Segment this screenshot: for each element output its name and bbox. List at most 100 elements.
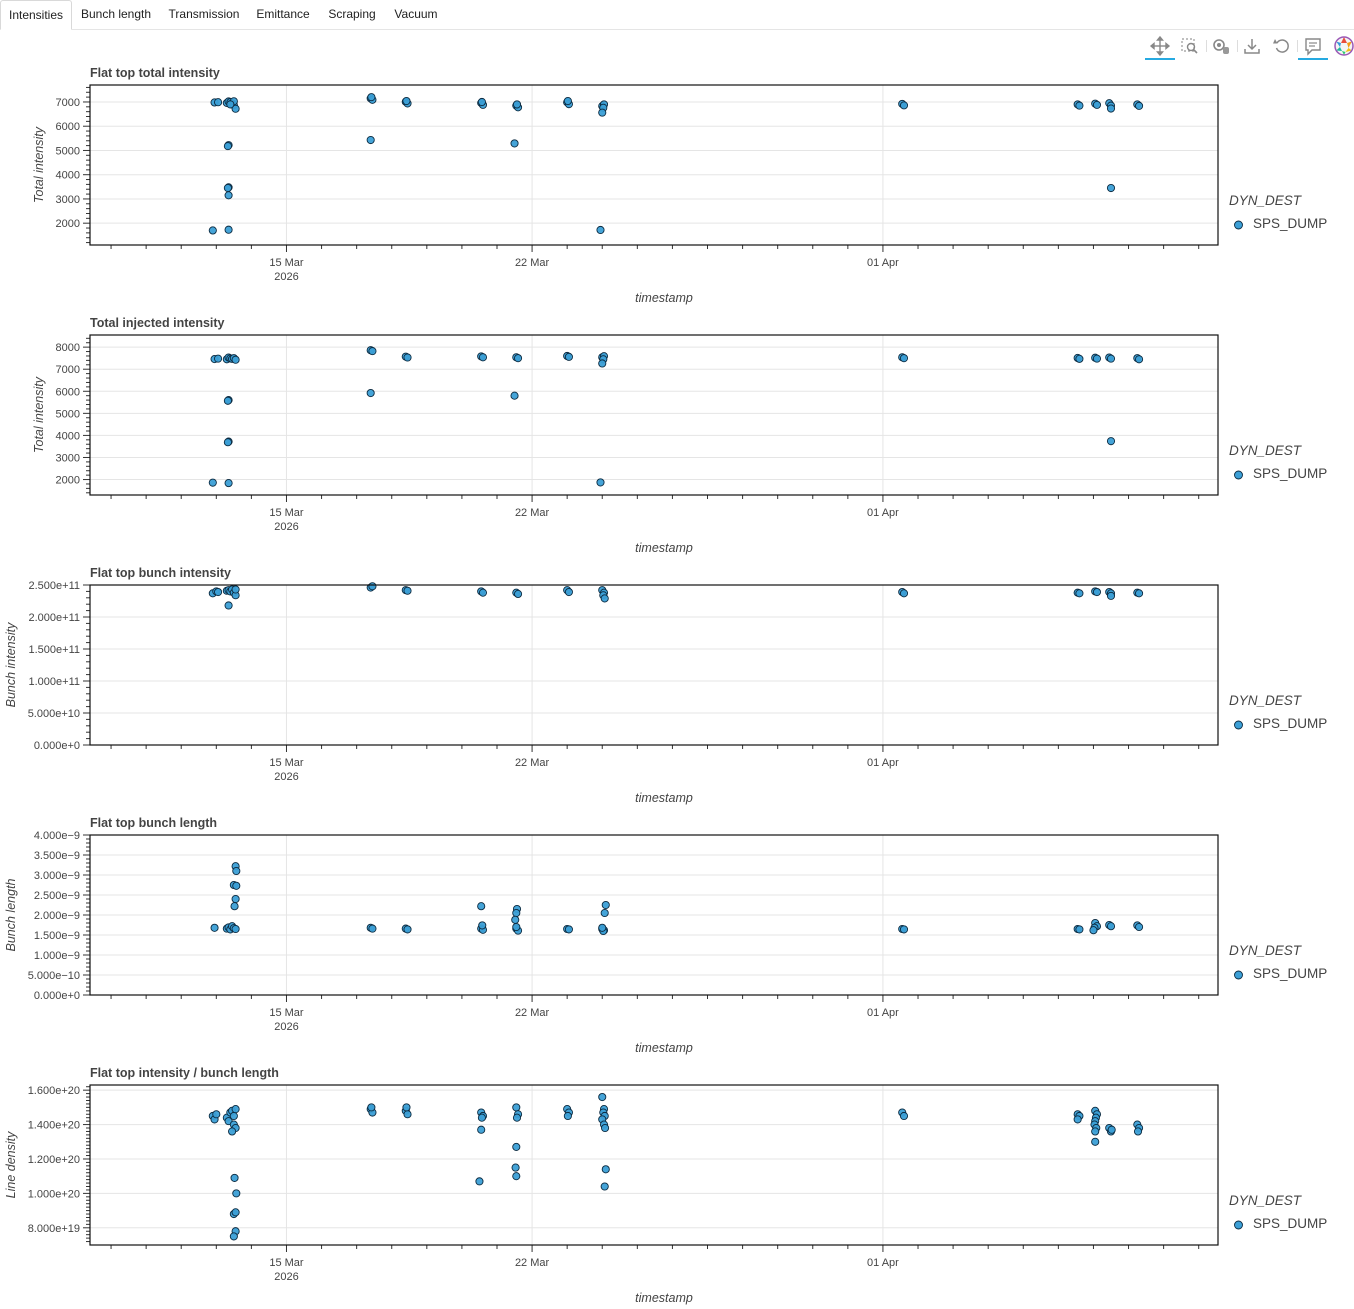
data-point xyxy=(1106,354,1116,363)
data-point xyxy=(368,347,377,356)
tab-scraping[interactable]: Scraping xyxy=(328,7,376,21)
data-point xyxy=(512,1142,521,1151)
data-point xyxy=(512,1172,521,1181)
tab-intensities[interactable]: Intensities xyxy=(0,0,72,30)
pan-tool-button[interactable] xyxy=(1145,34,1175,60)
chart-panel-3: Flat top bunch intensity 0.000e+0 5.000e+1… xyxy=(4,566,1327,805)
toolbar-separator xyxy=(1237,40,1238,52)
data-point xyxy=(231,894,240,904)
y-tick-label: 1.500e+11 xyxy=(29,644,81,656)
data-point xyxy=(899,589,909,598)
tab-emittance[interactable]: Emittance xyxy=(256,7,310,21)
data-point xyxy=(477,97,486,107)
data-point xyxy=(223,142,232,151)
data-point xyxy=(231,924,240,934)
data-point xyxy=(1135,589,1144,598)
legend-title: DYN_DEST xyxy=(1229,443,1303,458)
plot-frame xyxy=(89,84,1219,246)
y-tick-label: 1.000e+20 xyxy=(28,1188,80,1200)
data-point xyxy=(563,96,572,106)
chart-panel-1: Flat top total intensity 2000 3000 4000 5000… xyxy=(32,66,1327,305)
legend-title: DYN_DEST xyxy=(1229,193,1303,208)
data-point xyxy=(1092,587,1102,597)
toolbar-separator xyxy=(1297,40,1298,52)
data-point xyxy=(223,183,232,193)
data-point xyxy=(512,922,521,932)
save-tool-button[interactable] xyxy=(1239,34,1265,58)
data-point xyxy=(1089,926,1098,935)
y-tick-label: 2000 xyxy=(56,218,80,230)
reset-icon xyxy=(1273,39,1289,53)
x-tick-label: 01 Apr xyxy=(867,507,899,519)
legend-title: DYN_DEST xyxy=(1229,693,1303,708)
legend-label: SPS_DUMP xyxy=(1253,216,1327,231)
legend-label: SPS_DUMP xyxy=(1253,1216,1327,1231)
data-point xyxy=(563,1111,572,1121)
reset-tool-button[interactable] xyxy=(1269,34,1295,58)
plot-frame xyxy=(89,334,1219,496)
data-point xyxy=(478,588,488,597)
data-point xyxy=(228,1127,237,1136)
data-point xyxy=(564,587,573,597)
data-point xyxy=(564,352,573,361)
data-point xyxy=(598,923,607,932)
data-point xyxy=(367,93,376,102)
y-tick-label: 2.500e+11 xyxy=(29,580,81,592)
data-point xyxy=(1135,101,1144,110)
tab-transmission[interactable]: Transmission xyxy=(168,7,240,21)
data-point xyxy=(224,479,233,488)
data-point xyxy=(232,1189,241,1198)
box-zoom-tool-button[interactable] xyxy=(1177,34,1203,58)
data-point xyxy=(1092,100,1102,109)
y-tick-label: 5.000e+10 xyxy=(28,708,80,720)
data-point xyxy=(899,101,909,110)
x-tick-sublabel: 2026 xyxy=(274,771,298,783)
data-point xyxy=(601,1165,610,1174)
wheel-zoom-tool-button[interactable] xyxy=(1208,34,1234,58)
pan-icon xyxy=(1149,35,1171,57)
data-point xyxy=(510,391,519,400)
y-tick-label: 1.600e+20 xyxy=(28,1085,80,1097)
legend-marker xyxy=(1234,720,1243,730)
legend-title: DYN_DEST xyxy=(1229,1193,1303,1208)
data-point xyxy=(899,1111,909,1121)
x-tick-sublabel: 2026 xyxy=(274,271,298,283)
data-point xyxy=(210,923,219,932)
x-tick-label: 15 Mar xyxy=(269,1257,304,1269)
y-tick-label: 6000 xyxy=(56,386,80,398)
bokeh-logo-icon xyxy=(1334,36,1354,56)
data-point xyxy=(226,100,235,109)
data-point xyxy=(513,589,523,599)
data-point xyxy=(596,478,605,487)
legend-marker xyxy=(1234,970,1243,980)
y-tick-label: 3000 xyxy=(56,194,80,206)
tab-bunch-length[interactable]: Bunch length xyxy=(80,7,152,21)
data-point xyxy=(230,902,239,911)
bokeh-logo-link[interactable] xyxy=(1331,34,1354,58)
legend-marker xyxy=(1234,470,1243,480)
tab-vacuum[interactable]: Vacuum xyxy=(394,7,438,21)
data-point xyxy=(1091,1137,1100,1146)
chart-title: Flat top bunch intensity xyxy=(90,566,231,580)
data-point xyxy=(231,1105,240,1114)
hover-tool-button[interactable] xyxy=(1298,34,1328,60)
data-point xyxy=(600,1182,609,1191)
data-point xyxy=(1106,922,1116,931)
wheel-zoom-icon xyxy=(1213,39,1229,54)
y-tick-label: 2000 xyxy=(56,475,80,487)
x-tick-label: 22 Mar xyxy=(515,1257,550,1269)
data-point xyxy=(511,915,520,924)
chart-title: Flat top intensity / bunch length xyxy=(90,1066,279,1080)
chart-title: Total injected intensity xyxy=(90,316,225,330)
x-tick-label: 01 Apr xyxy=(867,257,899,269)
data-point xyxy=(1073,1115,1082,1124)
data-point xyxy=(368,924,377,933)
x-tick-label: 15 Mar xyxy=(269,257,304,269)
data-point xyxy=(366,388,375,398)
data-point xyxy=(596,225,605,235)
x-axis-label: timestamp xyxy=(635,541,693,555)
x-axis-label: timestamp xyxy=(635,791,693,805)
data-point xyxy=(1107,1125,1116,1134)
data-point xyxy=(403,925,412,934)
data-point xyxy=(478,353,488,362)
